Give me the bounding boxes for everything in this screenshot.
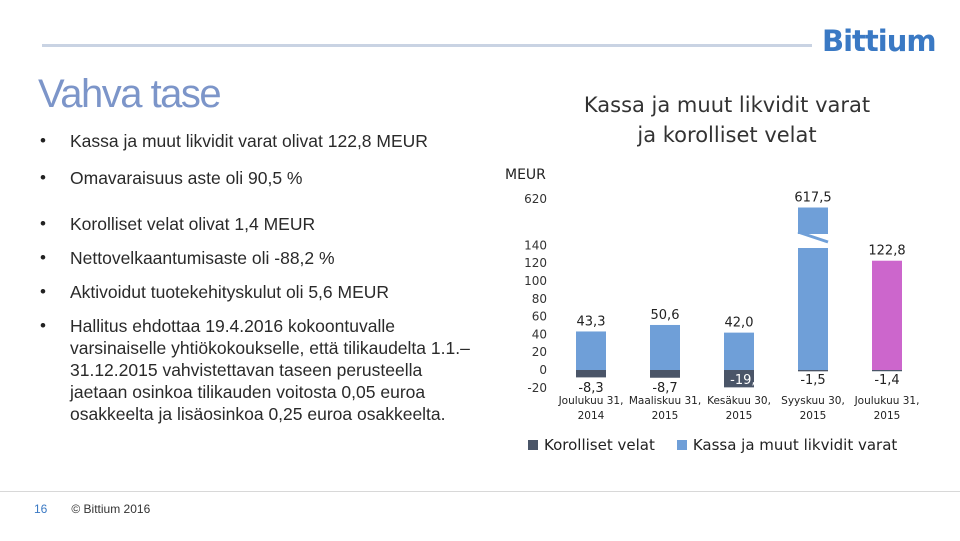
cash-value-label: 42,0 <box>725 316 754 331</box>
cash-value-label: 617,5 <box>794 191 831 206</box>
list-item: Omavaraisuus aste oli 90,5 % <box>40 167 480 189</box>
unit-label: MEUR <box>505 167 546 183</box>
x-tick-label: Syyskuu 30, <box>781 395 845 407</box>
y-tick-label: 80 <box>532 292 547 306</box>
y-tick-label: 40 <box>532 327 547 341</box>
bars <box>576 207 902 388</box>
y-tick-label: -20 <box>527 381 547 395</box>
chart-legend: Korolliset velat Kassa ja muut likvidit … <box>528 436 919 454</box>
legend-swatch-debt <box>528 440 538 450</box>
x-tick-label: Joulukuu 31, <box>558 395 624 407</box>
debt-value-label: -8,3 <box>578 381 603 396</box>
cash-value-label: 122,8 <box>868 244 905 259</box>
y-tick-label: 20 <box>532 345 547 359</box>
bullet-list: Kassa ja muut likvidit varat olivat 122,… <box>40 130 480 425</box>
page-title: Vahva tase <box>38 72 222 116</box>
x-tick-label: Joulukuu 31, <box>854 395 920 407</box>
list-item: Hallitus ehdottaa 19.4.2016 kokoontuvall… <box>40 315 480 425</box>
debt-value-label: -8,7 <box>652 381 677 396</box>
x-axis: Joulukuu 31, 2014 Maaliskuu 31, 2015 Kesäkuu… <box>558 395 920 422</box>
debt-bar <box>798 370 828 372</box>
debt-value-label: -1,4 <box>874 373 899 388</box>
cash-bar <box>724 332 754 370</box>
cash-bar <box>576 331 606 370</box>
y-tick-label: 120 <box>524 256 547 270</box>
debt-value-label: -1,5 <box>800 373 825 388</box>
debt-bar <box>724 370 754 388</box>
y-tick-label: 620 <box>524 192 547 206</box>
header-rule <box>42 44 812 47</box>
x-tick-label: Maaliskuu 31, <box>629 395 701 407</box>
x-tick-label: Kesäkuu 30, <box>707 395 771 407</box>
footer-rule <box>0 491 960 492</box>
chart-title-line-1: Kassa ja muut likvidit varat <box>583 93 871 117</box>
footer: 16 © Bittium 2016 <box>34 502 150 516</box>
legend-item-debt: Korolliset velat <box>528 436 655 454</box>
list-item: Korolliset velat olivat 1,4 MEUR <box>40 213 480 235</box>
cash-value-label: 43,3 <box>577 314 606 329</box>
list-item: Aktivoidut tuotekehityskulut oli 5,6 MEU… <box>40 281 480 303</box>
y-tick-label: 60 <box>532 310 547 324</box>
cash-bar <box>650 324 680 370</box>
list-item: Nettovelkaantumisaste oli -88,2 % <box>40 247 480 269</box>
x-tick-label: 2015 <box>874 410 901 422</box>
page-number: 16 <box>34 502 48 516</box>
legend-item-cash: Kassa ja muut likvidit varat <box>676 436 898 454</box>
legend-label-cash: Kassa ja muut likvidit varat <box>692 436 898 454</box>
list-item: Kassa ja muut likvidit varat olivat 122,… <box>40 130 480 152</box>
x-tick-label: 2015 <box>652 410 679 422</box>
chart-title-line-2: ja korolliset velat <box>637 123 817 147</box>
y-tick-label: 100 <box>524 274 547 288</box>
debt-bar <box>872 370 902 372</box>
x-tick-label: 2014 <box>578 410 605 422</box>
x-tick-label: 2015 <box>800 410 827 422</box>
y-tick-label: 0 <box>539 363 547 377</box>
cash-bar <box>798 207 828 370</box>
y-axis: 620 140 120 100 80 60 40 20 0 -20 <box>524 192 547 395</box>
data-labels: 43,3 -8,3 50,6 -8,7 42,0 -19,5 617,5 -1,5 122,8 -… <box>577 191 906 397</box>
debt-bar <box>576 370 606 378</box>
y-tick-label: 140 <box>524 238 547 252</box>
bar-chart: MEUR 620 140 120 100 80 60 40 20 0 -20 43,3 -8,3 50… <box>505 167 920 422</box>
bittium-logo: Bittium <box>822 24 937 58</box>
legend-label-debt: Korolliset velat <box>544 436 655 454</box>
copyright: © Bittium 2016 <box>71 502 151 516</box>
x-tick-label: 2015 <box>726 410 753 422</box>
cash-value-label: 50,6 <box>651 308 680 323</box>
axis-break-mark <box>797 230 829 244</box>
debt-bar <box>650 370 680 378</box>
cash-bar <box>872 260 902 370</box>
debt-value-label: -19,5 <box>730 373 764 388</box>
axis-break-mark <box>794 237 832 247</box>
legend-swatch-cash <box>676 440 687 450</box>
chart-title: Kassa ja muut likvidit varat ja korollis… <box>562 90 892 150</box>
